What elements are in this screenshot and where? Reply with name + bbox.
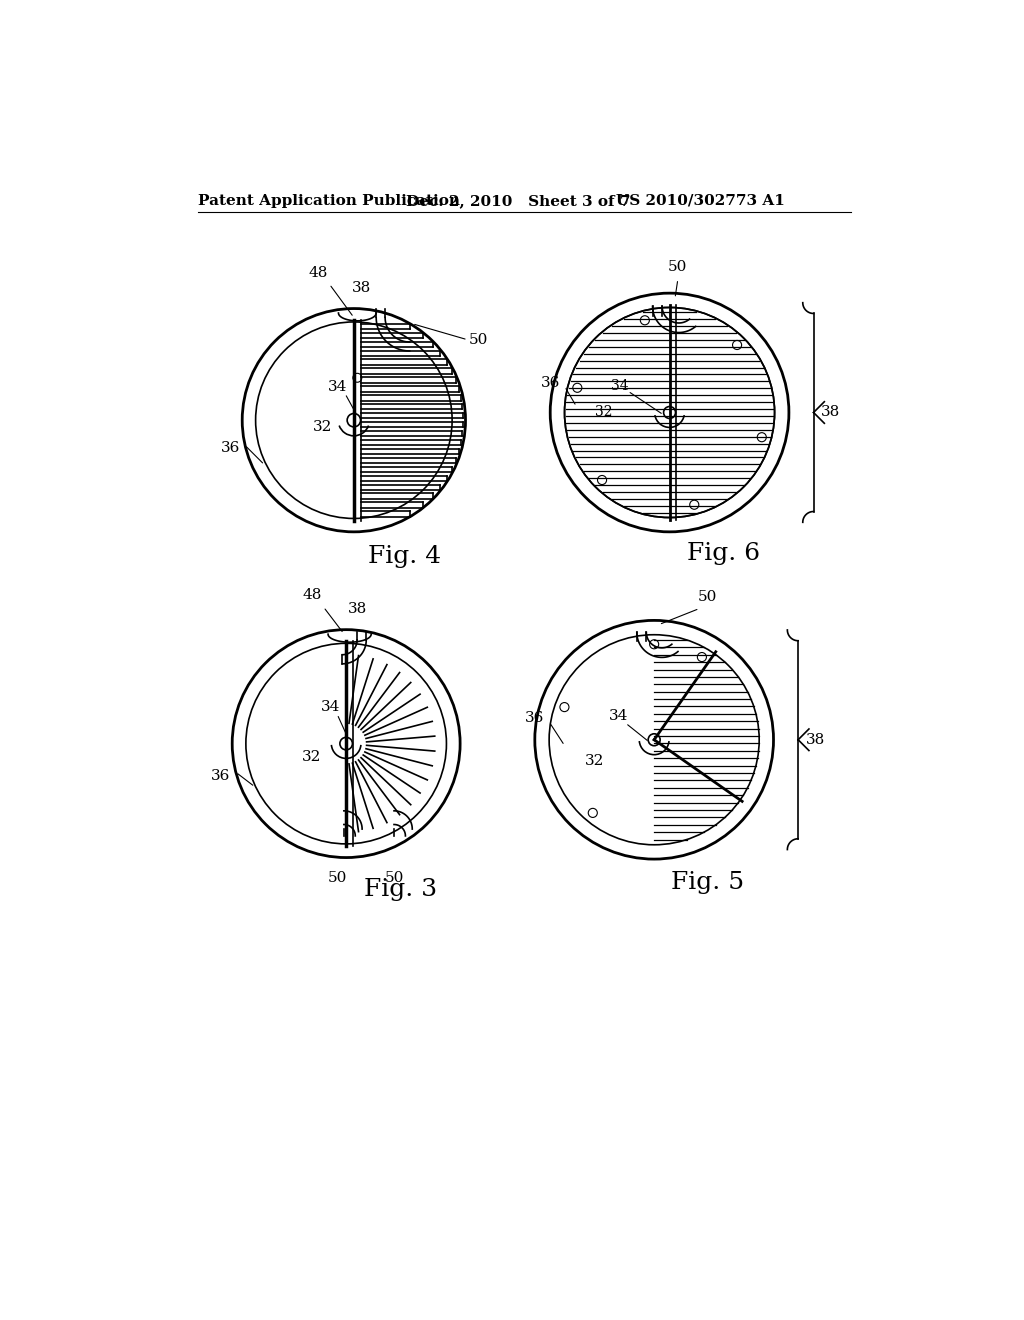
Text: 38: 38: [806, 733, 824, 747]
Circle shape: [340, 738, 352, 750]
Text: Fig. 6: Fig. 6: [687, 541, 760, 565]
Text: 50: 50: [384, 871, 403, 886]
Circle shape: [690, 500, 698, 510]
Circle shape: [560, 702, 569, 711]
Text: 32: 32: [302, 750, 322, 764]
Text: 38: 38: [821, 405, 840, 420]
Text: 38: 38: [351, 281, 371, 296]
Circle shape: [697, 652, 707, 661]
Text: Dec. 2, 2010   Sheet 3 of 7: Dec. 2, 2010 Sheet 3 of 7: [407, 194, 631, 207]
Text: 36: 36: [541, 376, 560, 389]
Text: 50: 50: [469, 333, 488, 347]
Circle shape: [598, 475, 606, 484]
Text: 50: 50: [669, 260, 687, 273]
Text: 48: 48: [302, 589, 322, 602]
Text: 36: 36: [211, 768, 230, 783]
Circle shape: [758, 433, 766, 442]
Text: 38: 38: [348, 602, 367, 616]
Circle shape: [572, 383, 582, 392]
Text: 36: 36: [525, 711, 545, 725]
Circle shape: [588, 808, 597, 817]
Text: 32: 32: [595, 405, 612, 420]
Text: 34: 34: [321, 700, 340, 714]
Text: US 2010/302773 A1: US 2010/302773 A1: [615, 194, 784, 207]
Text: 34: 34: [608, 709, 628, 723]
Circle shape: [640, 315, 649, 325]
Circle shape: [648, 734, 660, 746]
Circle shape: [732, 341, 741, 350]
Text: Fig. 4: Fig. 4: [368, 545, 440, 568]
Text: 32: 32: [585, 754, 604, 768]
Text: 34: 34: [328, 380, 347, 393]
Text: Fig. 5: Fig. 5: [672, 871, 744, 895]
Circle shape: [649, 640, 658, 649]
Text: 34: 34: [610, 379, 629, 393]
Circle shape: [353, 374, 361, 383]
Text: 36: 36: [221, 441, 241, 455]
Text: Patent Application Publication: Patent Application Publication: [199, 194, 461, 207]
Text: 50: 50: [328, 871, 347, 886]
Circle shape: [664, 407, 676, 418]
Text: 48: 48: [308, 265, 328, 280]
Text: Fig. 3: Fig. 3: [365, 878, 437, 902]
Text: 50: 50: [698, 590, 718, 603]
Circle shape: [347, 413, 360, 426]
Text: 32: 32: [313, 420, 332, 434]
